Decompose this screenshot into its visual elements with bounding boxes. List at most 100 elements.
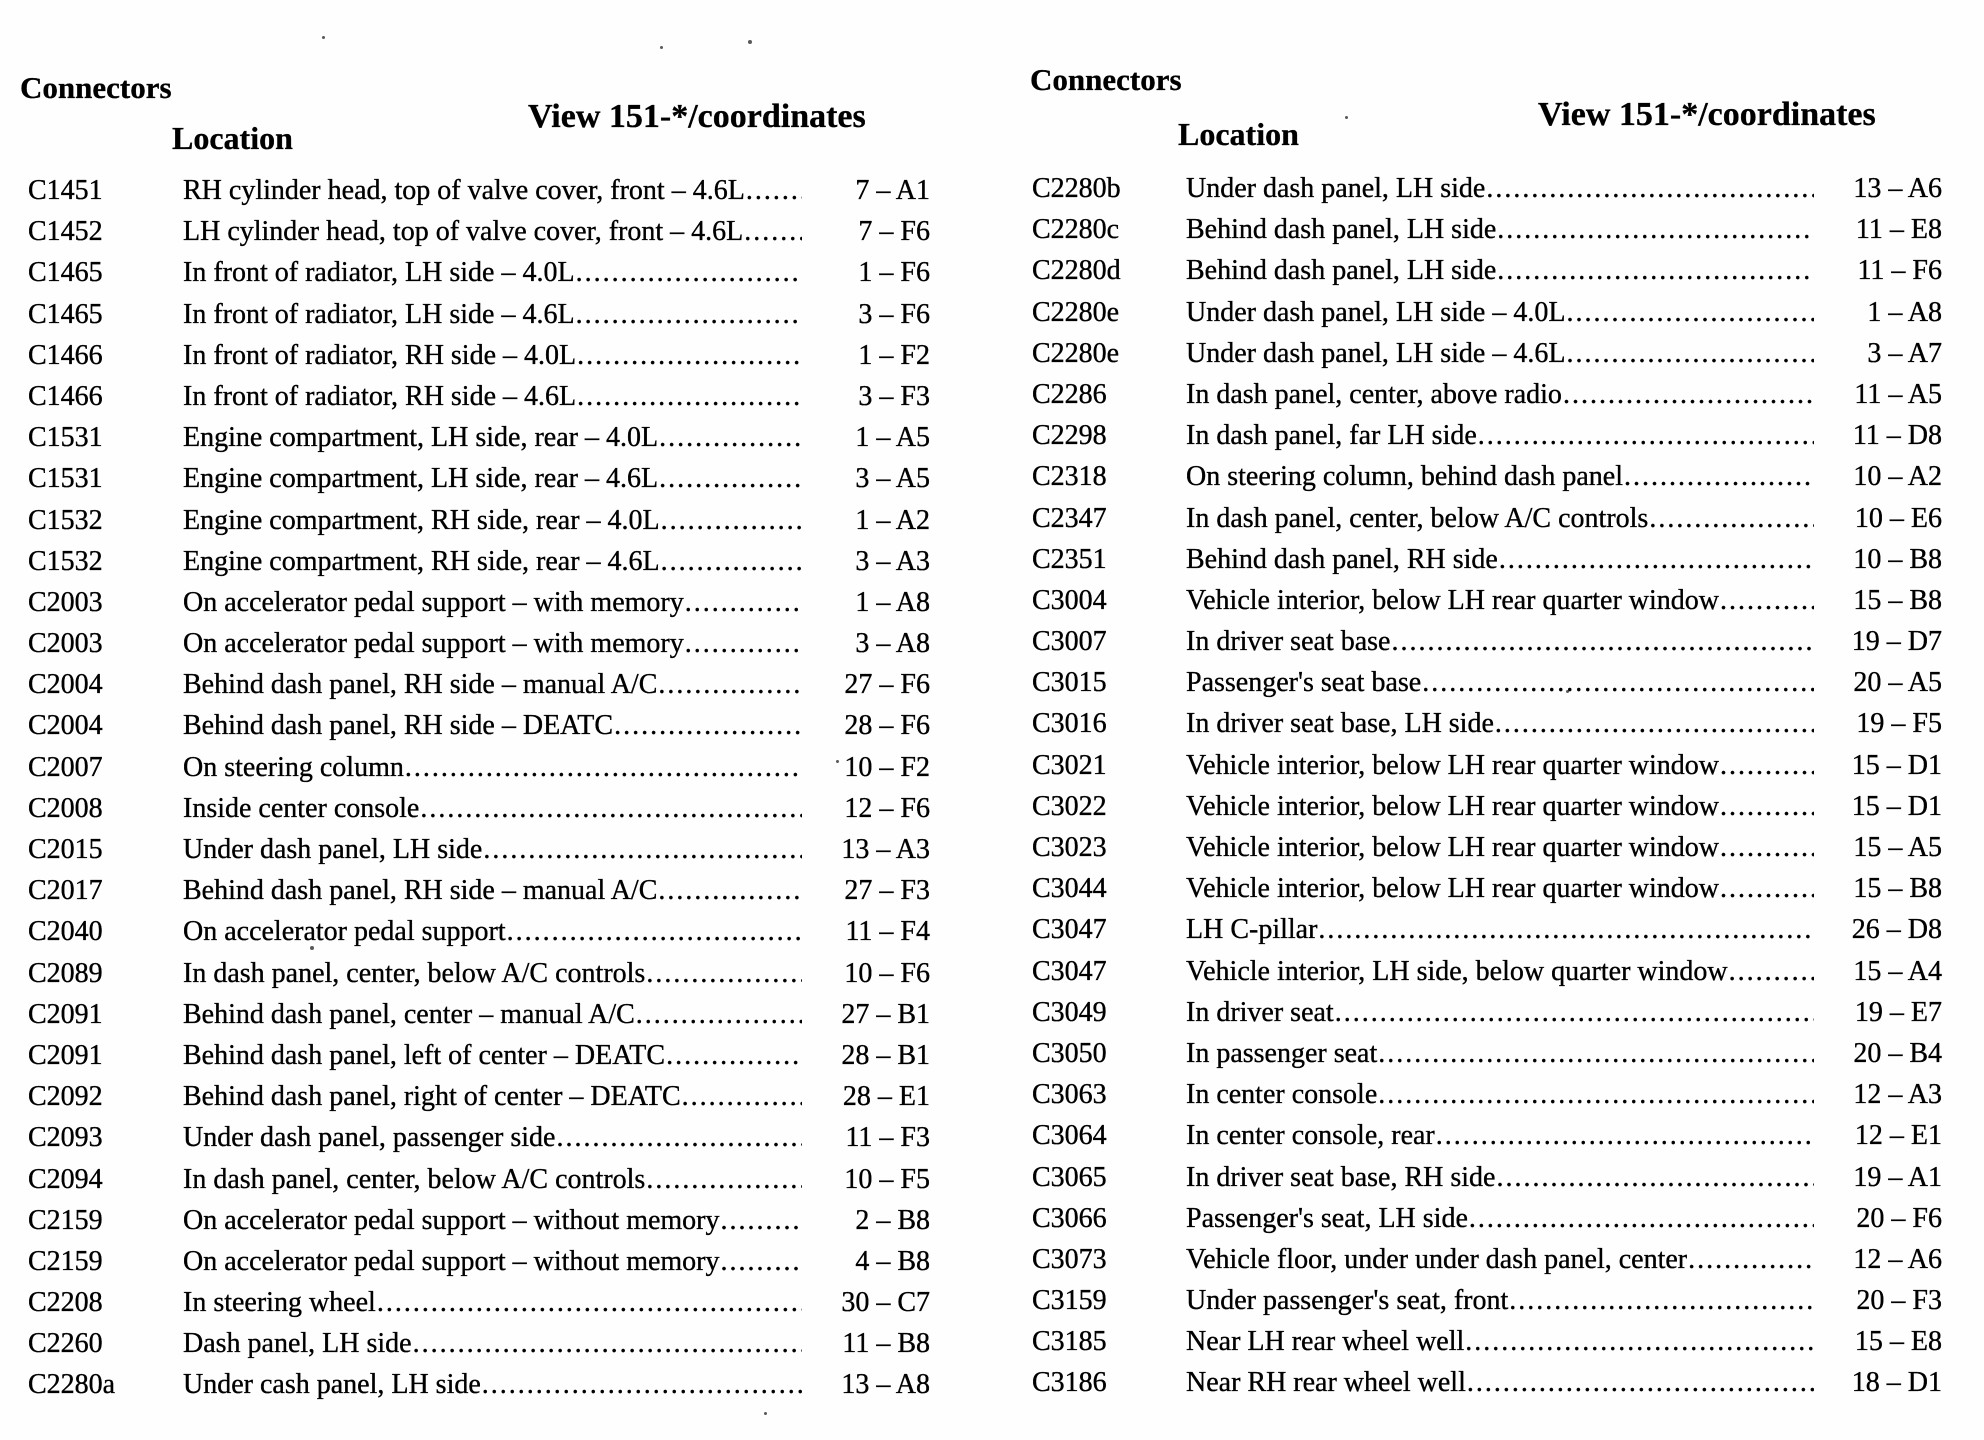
location-text: Behind dash panel, RH side – manual A/C — [183, 875, 658, 907]
connector-id: C3159 — [1032, 1285, 1107, 1317]
view-coordinate: 15 – D1 — [1851, 790, 1943, 822]
connector-location: Dash panel, LH side — [183, 1323, 802, 1364]
connector-location: On accelerator pedal support – with memo… — [183, 582, 802, 623]
connector-id: C2208 — [28, 1287, 103, 1319]
view-coordinates-column-header-left: View 151-*/coordinates — [528, 98, 866, 135]
connector-row: C3065 In driver seat base, RH side 19 – A1 — [1032, 1157, 1942, 1198]
connector-row: C3186 Near RH rear wheel well 18 – D1 — [1032, 1362, 1942, 1403]
location-text: Under cash panel, LH side — [183, 1369, 481, 1401]
location-text: Dash panel, LH side — [183, 1328, 412, 1360]
connector-row: C3047 LH C-pillar 26 – D8 — [1032, 909, 1942, 950]
location-text: In front of radiator, LH side – 4.0L — [183, 257, 575, 289]
location-text: Behind dash panel, center – manual A/C — [183, 998, 635, 1030]
view-coordinate: 12 – A6 — [1853, 1243, 1942, 1275]
connector-location: Behind dash panel, RH side — [1186, 539, 1814, 580]
connector-id: C3047 — [1032, 955, 1107, 987]
connector-location: Engine compartment, LH side, rear – 4.0L — [183, 417, 802, 458]
location-text: Under dash panel, LH side – 4.6L — [1186, 337, 1566, 369]
connector-id: C2003 — [28, 586, 103, 618]
connector-row: C2015 Under dash panel, LH side 13 – A3 — [28, 829, 930, 870]
connector-row: C3004 Vehicle interior, below LH rear qua… — [1032, 580, 1942, 621]
view-coordinate: 27 – F6 — [844, 669, 930, 701]
connector-row: C2094 In dash panel, center, below A/C co… — [28, 1159, 930, 1200]
connector-id: C3023 — [1032, 832, 1107, 863]
connector-id: C1466 — [28, 380, 103, 412]
view-coordinate: 15 – A5 — [1853, 832, 1942, 863]
location-text: On accelerator pedal support – without m… — [183, 1245, 720, 1277]
location-text: Inside center console — [183, 792, 420, 824]
connector-row: C1466 In front of radiator, RH side – 4.6… — [28, 376, 930, 417]
connector-location: On accelerator pedal support – without m… — [183, 1200, 802, 1241]
location-text: Under dash panel, LH side — [1186, 173, 1486, 204]
connector-location: In dash panel, center, above radio — [1186, 374, 1814, 415]
view-coordinate: 10 – B8 — [1853, 543, 1942, 575]
connector-row: C2159 On accelerator pedal support – with… — [28, 1241, 930, 1282]
connector-location: In center console — [1186, 1074, 1814, 1115]
dotted-leader — [1719, 868, 1814, 909]
view-coordinate: 27 – B1 — [841, 998, 930, 1030]
connector-id: C3022 — [1032, 790, 1107, 822]
location-text: Vehicle interior, below LH rear quarter … — [1186, 790, 1720, 822]
view-coordinate: 26 – D8 — [1851, 914, 1943, 946]
dotted-leader — [576, 376, 802, 417]
location-text: In dash panel, far LH side — [1186, 420, 1477, 452]
connector-row: C1452 LH cylinder head, top of valve cove… — [28, 211, 930, 252]
dotted-leader — [745, 170, 802, 211]
connector-location: Behind dash panel, left of center – DEAT… — [183, 1035, 802, 1076]
connector-id: C2260 — [28, 1328, 103, 1360]
connector-id: C2008 — [28, 792, 103, 824]
view-coordinate: 28 – F6 — [844, 710, 930, 742]
scan-speck — [660, 46, 663, 49]
connector-location: In driver seat base — [1186, 621, 1814, 662]
connector-location: Vehicle interior, below LH rear quarter … — [1186, 827, 1814, 868]
connector-row: C3015 Passenger's seat base 20 – A5 — [1032, 662, 1942, 703]
view-coordinate: 13 – A3 — [841, 834, 930, 865]
view-coordinate: 11 – F3 — [845, 1122, 930, 1154]
location-text: Vehicle interior, below LH rear quarter … — [1186, 584, 1720, 616]
dotted-leader — [1728, 951, 1814, 992]
connector-row: C2298 In dash panel, far LH side 11 – D8 — [1032, 415, 1942, 456]
dotted-leader — [681, 1076, 802, 1117]
connector-location: Near RH rear wheel well — [1186, 1362, 1814, 1403]
connector-row: C1465 In front of radiator, LH side – 4.6… — [28, 294, 930, 335]
connector-row: C2347 In dash panel, center, below A/C co… — [1032, 498, 1942, 539]
location-text: Under dash panel, LH side – 4.0L — [1186, 296, 1566, 328]
view-coordinate: 1 – A8 — [855, 586, 930, 618]
dotted-leader — [1495, 1157, 1814, 1198]
connector-row: C3044 Vehicle interior, below LH rear qua… — [1032, 868, 1942, 909]
connector-location: In front of radiator, RH side – 4.6L — [183, 376, 802, 417]
connector-id: C3063 — [1032, 1079, 1107, 1111]
dotted-leader — [684, 582, 802, 623]
dotted-leader — [1719, 745, 1814, 786]
connector-id: C2091 — [28, 1039, 103, 1071]
location-text: Behind dash panel, LH side — [1186, 214, 1497, 246]
location-text: In passenger seat — [1186, 1037, 1378, 1069]
view-coordinate: 19 – E7 — [1854, 996, 1942, 1028]
view-coordinate: 1 – A8 — [1867, 296, 1942, 328]
connector-row: C1465 In front of radiator, LH side – 4.0… — [28, 252, 930, 293]
connector-row: C2093 Under dash panel, passenger side 11 … — [28, 1117, 930, 1158]
connector-location: In dash panel, far LH side — [1186, 415, 1814, 456]
dotted-leader — [506, 911, 802, 952]
view-coordinate: 12 – F6 — [844, 792, 930, 824]
view-coordinate: 3 – F6 — [858, 298, 930, 330]
view-coordinate: 27 – F3 — [844, 875, 930, 907]
view-coordinate: 20 – A5 — [1853, 667, 1942, 699]
location-text: Behind dash panel, RH side – manual A/C — [183, 669, 658, 701]
view-coordinate: 1 – F2 — [858, 339, 930, 371]
location-text: Behind dash panel, left of center – DEAT… — [183, 1039, 666, 1071]
location-text: In dash panel, center, below A/C control… — [183, 957, 646, 989]
connector-location: On accelerator pedal support – with memo… — [183, 623, 802, 664]
location-text: Engine compartment, LH side, rear – 4.6L — [183, 463, 659, 495]
location-text: In driver seat base, LH side — [1186, 708, 1494, 740]
location-text: In front of radiator, LH side – 4.6L — [183, 298, 575, 330]
connector-location: In driver seat base, LH side — [1186, 703, 1814, 744]
dotted-leader — [376, 1282, 802, 1323]
connector-id: C2004 — [28, 669, 103, 701]
location-text: Vehicle interior, below LH rear quarter … — [1186, 873, 1720, 905]
connector-row: C2280b Under dash panel, LH side 13 – A6 — [1032, 168, 1942, 209]
connector-row: C3185 Near LH rear wheel well 15 – E8 — [1032, 1321, 1942, 1362]
location-text: Engine compartment, RH side, rear – 4.0L — [183, 504, 660, 536]
location-text: Near RH rear wheel well — [1186, 1367, 1466, 1399]
